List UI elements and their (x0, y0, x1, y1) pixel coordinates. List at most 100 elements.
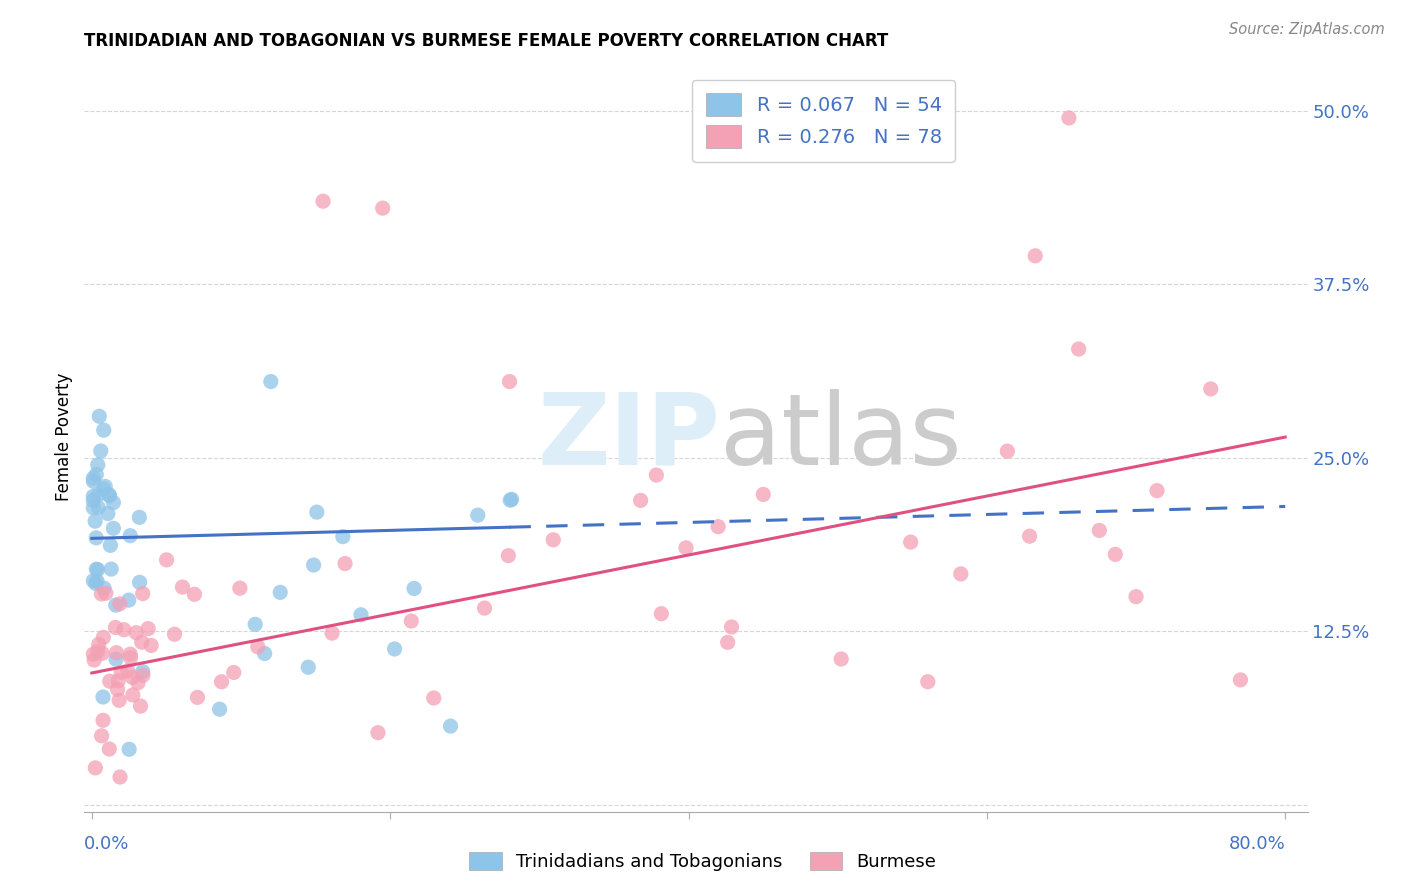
Point (498, 549, 520, 563)
Point (995, 444, 1018, 458)
Point (752, 487, 775, 501)
Point (86, 574, 108, 588)
Point (97, 507, 120, 521)
Point (1024, 249, 1046, 263)
Point (91, 690, 114, 704)
Point (82, 471, 104, 485)
Point (423, 691, 446, 706)
Point (949, 566, 972, 581)
Point (467, 508, 489, 523)
Point (645, 468, 668, 483)
Point (90, 444, 112, 458)
Point (222, 665, 245, 680)
Point (541, 533, 564, 547)
Point (1229, 673, 1251, 687)
Point (103, 521, 125, 535)
Text: atlas: atlas (720, 389, 962, 485)
Point (332, 530, 354, 544)
Point (163, 627, 186, 641)
Point (297, 660, 319, 674)
Point (84, 467, 107, 482)
Point (117, 664, 139, 678)
Point (367, 725, 389, 739)
Point (91, 714, 114, 728)
Point (93, 423, 115, 437)
Point (675, 541, 697, 555)
Point (132, 586, 155, 600)
Point (1018, 529, 1040, 543)
Point (243, 617, 266, 632)
Point (105, 652, 128, 666)
Point (439, 719, 461, 733)
Text: TRINIDADIAN AND TOBAGONIAN VS BURMESE FEMALE POVERTY CORRELATION CHART: TRINIDADIAN AND TOBAGONIAN VS BURMESE FE… (84, 32, 889, 50)
Point (93, 482, 115, 496)
Point (89, 409, 111, 424)
Point (312, 194, 335, 209)
Point (125, 625, 148, 640)
Point (1199, 382, 1222, 396)
Point (1125, 590, 1147, 604)
Point (98, 489, 121, 503)
Point (132, 668, 155, 682)
Point (650, 607, 672, 621)
Point (499, 493, 522, 508)
Legend: Trinidadians and Tobagonians, Burmese: Trinidadians and Tobagonians, Burmese (463, 845, 943, 879)
Point (90, 729, 112, 743)
Text: ZIP: ZIP (537, 389, 720, 485)
Point (108, 693, 131, 707)
Point (98, 742, 121, 756)
Legend: R = 0.067   N = 54, R = 0.276   N = 78: R = 0.067 N = 54, R = 0.276 N = 78 (692, 79, 955, 161)
Point (100, 562, 122, 576)
Point (84, 576, 107, 591)
Point (305, 505, 328, 519)
Point (98, 538, 121, 552)
Point (104, 598, 127, 612)
Point (1067, 342, 1090, 356)
Point (87, 488, 110, 502)
Point (208, 702, 231, 716)
Point (229, 581, 252, 595)
Point (91, 646, 114, 660)
Point (93, 581, 115, 595)
Text: Source: ZipAtlas.com: Source: ZipAtlas.com (1229, 22, 1385, 37)
Point (321, 626, 343, 640)
Point (350, 607, 373, 622)
Point (105, 646, 128, 660)
Point (630, 493, 652, 508)
Point (91, 631, 114, 645)
Point (384, 642, 406, 657)
Point (90, 587, 112, 601)
Point (84, 531, 107, 545)
Point (131, 635, 153, 649)
Point (98, 674, 121, 689)
Point (87, 458, 110, 472)
Point (132, 665, 155, 679)
Point (720, 620, 742, 634)
Point (246, 640, 269, 654)
Text: 80.0%: 80.0% (1229, 835, 1285, 854)
Point (269, 585, 291, 599)
Point (404, 582, 426, 596)
Point (129, 699, 152, 714)
Point (103, 495, 125, 509)
Point (172, 580, 194, 594)
Point (1057, 111, 1080, 125)
Point (121, 688, 143, 702)
Point (84, 761, 107, 775)
Point (900, 535, 922, 549)
Point (118, 742, 141, 756)
Point (333, 557, 356, 571)
Point (87, 637, 110, 651)
Point (253, 647, 276, 661)
Point (82, 489, 104, 503)
Point (498, 375, 520, 389)
Point (211, 674, 233, 689)
Point (108, 597, 131, 611)
Point (83, 653, 105, 667)
Point (128, 510, 150, 524)
Point (87, 500, 110, 515)
Point (118, 593, 141, 607)
Point (371, 201, 394, 215)
Point (183, 587, 205, 601)
Point (86, 644, 108, 658)
